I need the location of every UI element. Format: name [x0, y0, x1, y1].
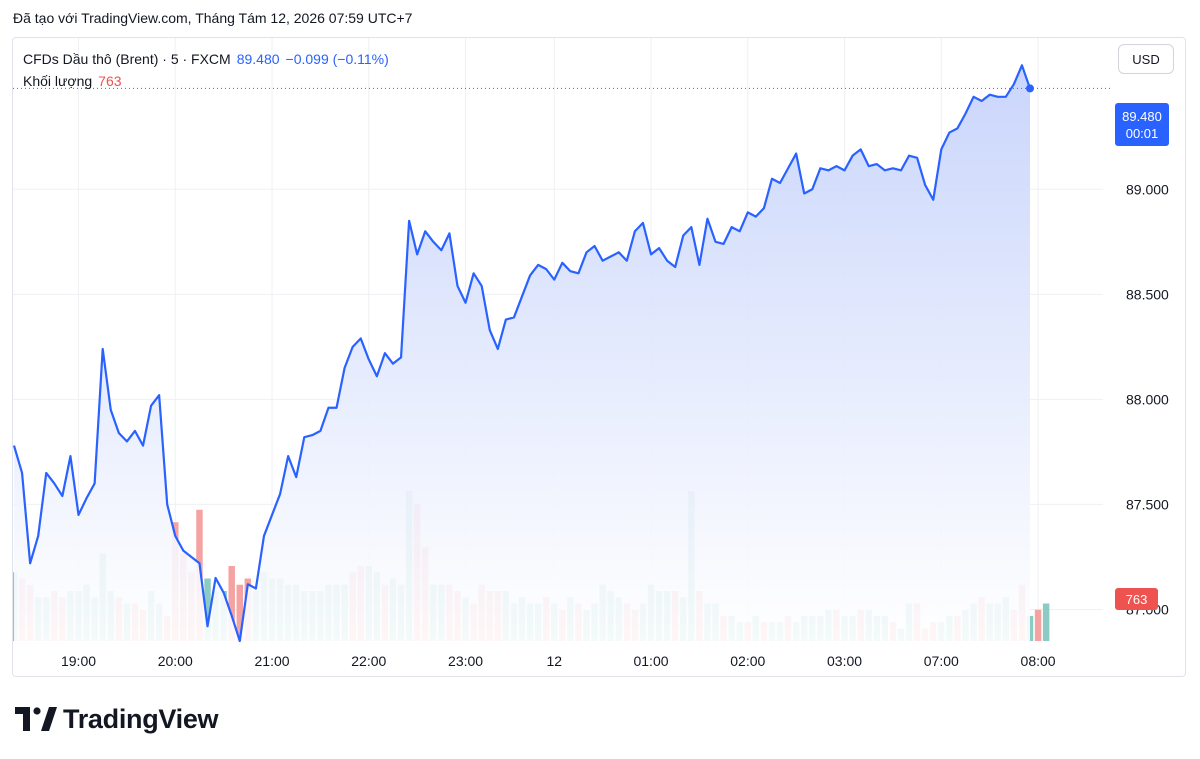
x-axis: 19:00 20:00 21:00 22:00 23:00 12 01:00 02:00 03:…: [61, 653, 1056, 669]
volume-bar: [1034, 609, 1042, 641]
x-tick-label: 08:00: [1021, 653, 1056, 669]
volume-bar: [204, 578, 211, 641]
x-tick-label: 02:00: [730, 653, 765, 669]
x-tick-label: 19:00: [61, 653, 96, 669]
x-tick-label: 01:00: [633, 653, 668, 669]
price-area: [14, 65, 1030, 641]
tradingview-logo-icon: [15, 706, 57, 731]
price-tag-value: 89.480: [1122, 108, 1162, 124]
y-tick-label: 89.000: [1126, 181, 1169, 197]
chart-panel[interactable]: [12, 37, 1186, 677]
x-tick-label: 22:00: [351, 653, 386, 669]
y-tick-label: 87.500: [1126, 496, 1169, 512]
symbol-name[interactable]: CFDs Dầu thô (Brent) · 5 · FXCM: [23, 51, 231, 67]
last-price-tag: 89.480 00:01: [1115, 103, 1169, 146]
price-change: −0.099 (−0.11%): [285, 51, 389, 67]
volume-label[interactable]: Khối lượng: [23, 73, 93, 89]
currency-button[interactable]: USD: [1118, 44, 1174, 74]
y-tick-label: 88.000: [1126, 391, 1169, 407]
volume-tag: 763: [1115, 588, 1158, 610]
x-tick-label: 23:00: [448, 653, 483, 669]
volume-bar: [236, 584, 244, 641]
volume-bar: [1042, 603, 1050, 641]
y-tick-label: 88.500: [1126, 286, 1169, 302]
last-price-dot: [1026, 84, 1034, 93]
x-tick-label: 20:00: [158, 653, 193, 669]
price-line: [12, 64, 1032, 643]
chart-caption: Đã tạo với TradingView.com, Tháng Tám 12…: [13, 10, 413, 26]
price-tag-countdown: 00:01: [1125, 125, 1159, 141]
x-tick-label: 03:00: [827, 653, 862, 669]
x-tick-label: 07:00: [924, 653, 959, 669]
x-tick-label: 21:00: [255, 653, 290, 669]
chart-legend: CFDs Dầu thô (Brent) · 5 · FXCM 89.480 −…: [23, 48, 389, 92]
volume-bar: [228, 566, 235, 641]
last-price: 89.480: [236, 51, 280, 67]
volume-value: 763: [98, 73, 122, 89]
tradingview-logo[interactable]: TradingView: [15, 704, 219, 735]
x-tick-label: 12: [546, 653, 562, 669]
tradingview-logo-text: TradingView: [63, 704, 219, 734]
